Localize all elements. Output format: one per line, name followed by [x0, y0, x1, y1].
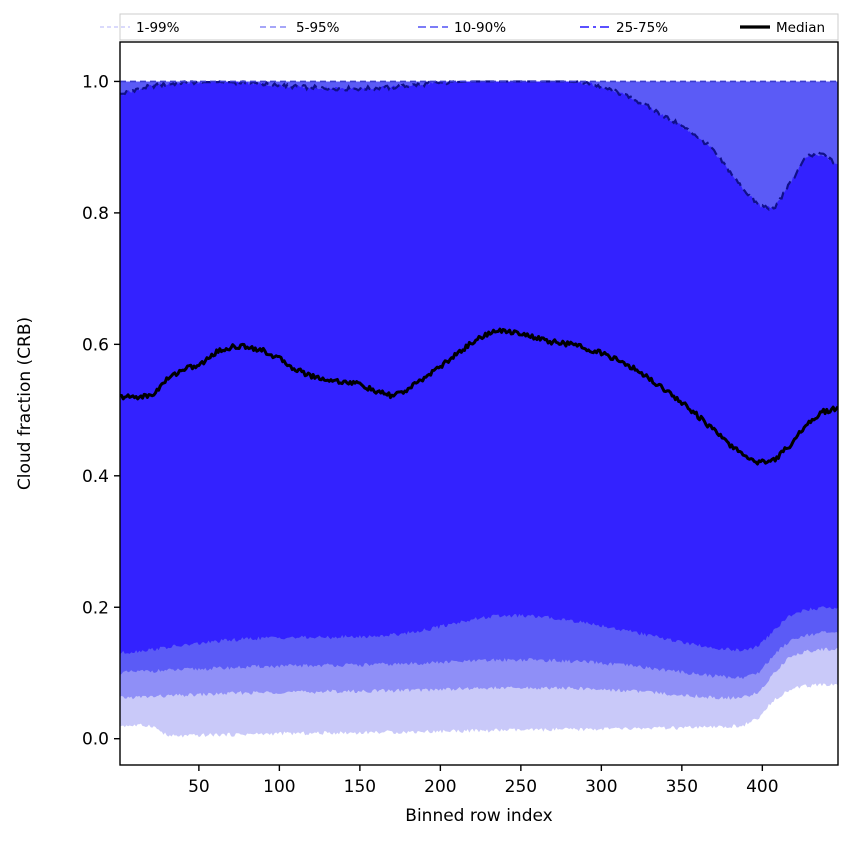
- x-tick-label: 100: [263, 777, 295, 797]
- legend-label-25-75pct: 25-75%: [616, 20, 668, 36]
- y-tick-label: 0.8: [82, 204, 109, 224]
- y-tick-label: 0.4: [82, 467, 109, 487]
- y-tick-label: 0.0: [82, 730, 109, 750]
- legend-label-1-99pct: 1-99%: [136, 20, 180, 36]
- y-tick-label: 0.6: [82, 335, 109, 355]
- x-tick-label: 400: [746, 777, 778, 797]
- band-25-75: [120, 81, 838, 655]
- x-tick-label: 250: [505, 777, 537, 797]
- legend-label-10-90pct: 10-90%: [454, 20, 506, 36]
- y-tick-label: 1.0: [82, 72, 109, 92]
- x-tick-label: 50: [188, 777, 210, 797]
- legend-label-5-95pct: 5-95%: [296, 20, 340, 36]
- y-tick-label: 0.2: [82, 598, 109, 618]
- x-tick-label: 150: [344, 777, 376, 797]
- legend-box: [119, 13, 839, 41]
- axes-frame: [119, 41, 839, 766]
- x-tick-label: 300: [585, 777, 617, 797]
- x-tick-label: 200: [424, 777, 456, 797]
- y-axis-title: Cloud fraction (CRB): [15, 317, 35, 490]
- p75-boundary-line: [120, 79, 838, 211]
- median-line: [120, 327, 838, 466]
- x-tick-label: 350: [666, 777, 698, 797]
- legend-label-Median: Median: [776, 20, 825, 36]
- plot-area: [120, 79, 838, 738]
- x-axis-title: Binned row index: [405, 806, 552, 826]
